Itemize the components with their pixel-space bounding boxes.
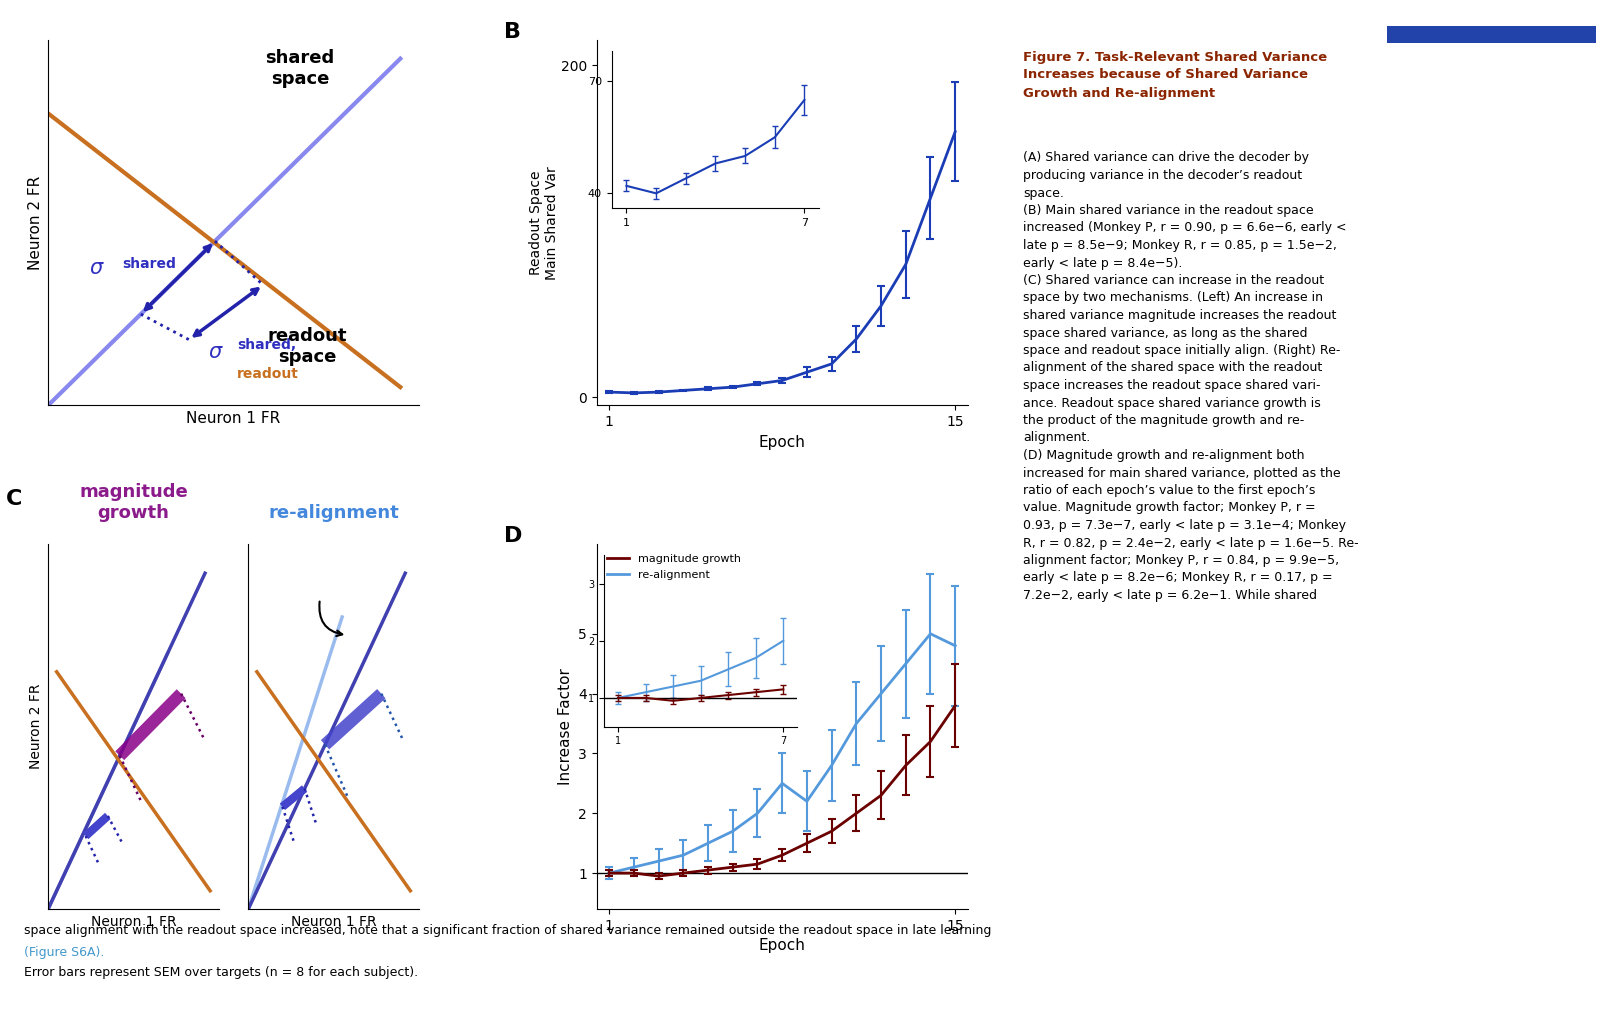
X-axis label: Neuron 1 FR: Neuron 1 FR — [290, 915, 377, 928]
Text: Error bars represent SEM over targets (n = 8 for each subject).: Error bars represent SEM over targets (n… — [24, 966, 419, 979]
X-axis label: Epoch: Epoch — [759, 434, 805, 449]
Text: shared: shared — [122, 258, 176, 272]
Text: (Figure S6A).: (Figure S6A). — [24, 946, 104, 959]
Text: $\sigma$: $\sigma$ — [207, 342, 223, 362]
X-axis label: Epoch: Epoch — [759, 938, 805, 953]
Legend: magnitude growth, re-alignment: magnitude growth, re-alignment — [603, 549, 746, 584]
Text: D: D — [504, 526, 523, 545]
X-axis label: Neuron 1 FR: Neuron 1 FR — [90, 915, 176, 928]
Text: readout
space: readout space — [268, 327, 348, 366]
Y-axis label: Increase Factor: Increase Factor — [558, 668, 573, 785]
Y-axis label: Readout Space
Main Shared Var: Readout Space Main Shared Var — [529, 166, 560, 280]
Text: Figure 7. Task-Relevant Shared Variance
Increases because of Shared Variance
Gro: Figure 7. Task-Relevant Shared Variance … — [1023, 50, 1328, 100]
Text: C: C — [5, 489, 22, 509]
Text: re-alignment: re-alignment — [268, 504, 399, 522]
Text: magnitude
growth: magnitude growth — [79, 484, 188, 522]
Text: (A) Shared variance can drive the decoder by
producing variance in the decoder’s: (A) Shared variance can drive the decode… — [1023, 152, 1359, 602]
Text: readout: readout — [237, 367, 298, 381]
Y-axis label: Neuron 2 FR: Neuron 2 FR — [27, 176, 43, 270]
Text: shared,: shared, — [237, 337, 297, 351]
Text: $\sigma$: $\sigma$ — [88, 258, 104, 278]
X-axis label: Neuron 1 FR: Neuron 1 FR — [186, 411, 281, 426]
Y-axis label: Neuron 2 FR: Neuron 2 FR — [29, 684, 43, 770]
Text: shared
space: shared space — [266, 49, 335, 88]
Text: space alignment with the readout space increased, note that a significant fracti: space alignment with the readout space i… — [24, 924, 991, 937]
Text: B: B — [504, 22, 521, 42]
